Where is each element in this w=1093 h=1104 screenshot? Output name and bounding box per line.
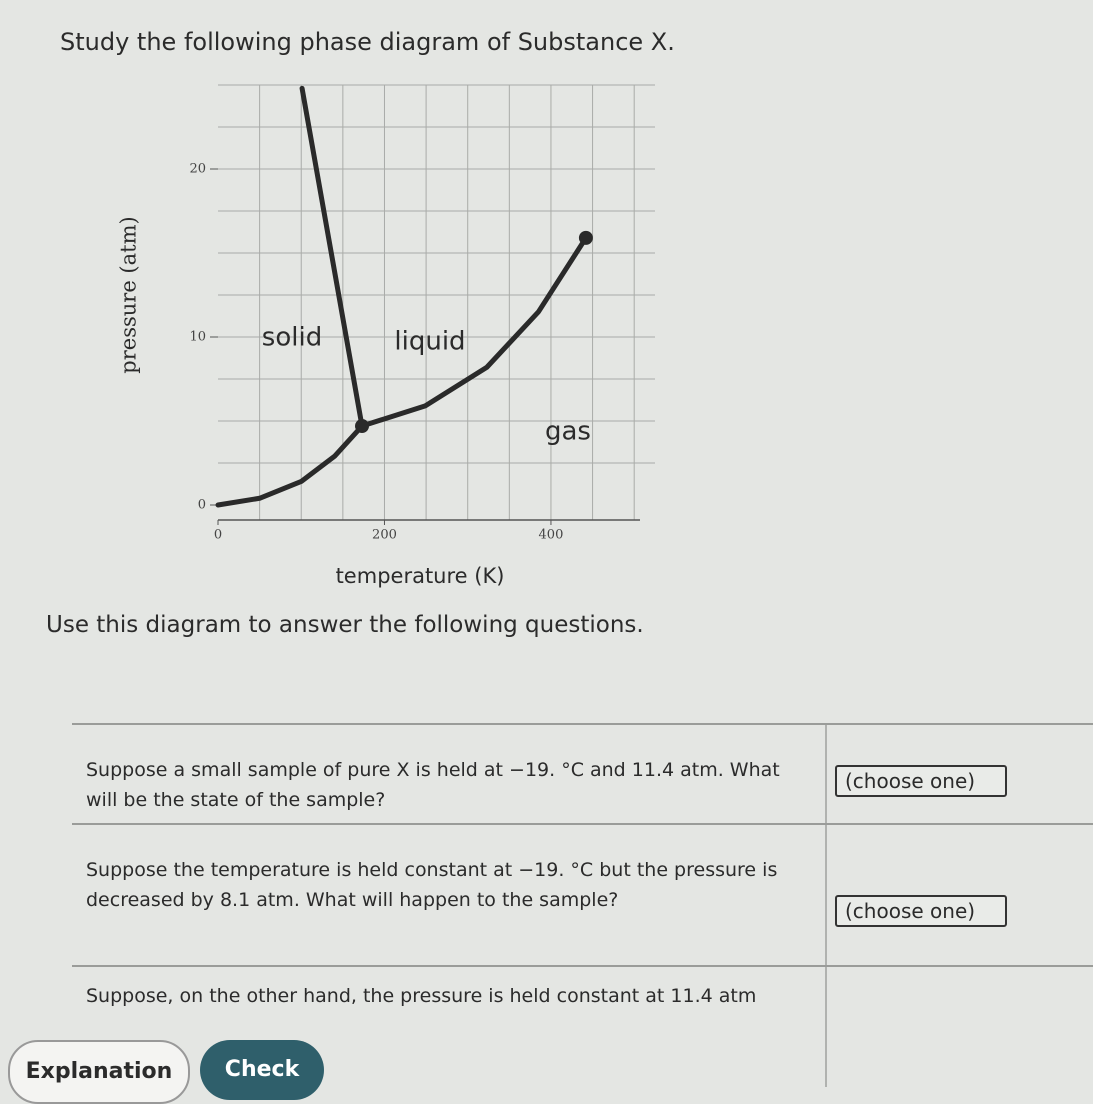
- explanation-button[interactable]: Explanation: [8, 1040, 190, 1104]
- phase-boundary: [215, 423, 365, 508]
- answer-cell: (choose one): [825, 825, 1093, 965]
- region-label: liquid: [394, 327, 465, 357]
- question-row: Suppose a small sample of pure X is held…: [72, 723, 1093, 823]
- y-axis-label: pressure (atm): [117, 216, 141, 373]
- special-point: [355, 419, 370, 434]
- region-label: solid: [262, 323, 322, 353]
- x-tick-label: 400: [539, 528, 564, 543]
- question-row: Suppose the temperature is held constant…: [72, 823, 1093, 965]
- x-axis-label: temperature (K): [336, 564, 505, 588]
- y-tick-label: 20: [189, 162, 206, 177]
- question-row: Suppose, on the other hand, the pressure…: [72, 965, 1093, 1087]
- instructions: Use this diagram to answer the following…: [46, 612, 644, 638]
- dropdown[interactable]: (choose one): [835, 765, 1008, 797]
- header-title: Study the following phase diagram of Sub…: [60, 28, 675, 56]
- check-button[interactable]: Check: [200, 1040, 324, 1100]
- dropdown[interactable]: (choose one): [835, 895, 1008, 927]
- special-point: [578, 230, 593, 245]
- x-tick-label: 200: [372, 528, 397, 543]
- question-text: Suppose the temperature is held constant…: [86, 859, 778, 911]
- answer-cell: (choose one): [825, 725, 1093, 823]
- phase-boundary: [299, 85, 365, 429]
- x-tick-label: 0: [214, 528, 222, 543]
- phase-diagram: 0 200 400 0 10 20 temperature (K) pressure (atm…: [117, 84, 655, 588]
- answer-cell: [825, 967, 1093, 1087]
- question-text: Suppose a small sample of pure X is held…: [86, 759, 780, 811]
- question-text: Suppose, on the other hand, the pressure…: [86, 985, 757, 1007]
- y-tick-label: 0: [198, 498, 206, 513]
- phase-boundary: [359, 235, 589, 429]
- y-tick-label: 10: [189, 330, 206, 345]
- region-label: gas: [545, 417, 591, 447]
